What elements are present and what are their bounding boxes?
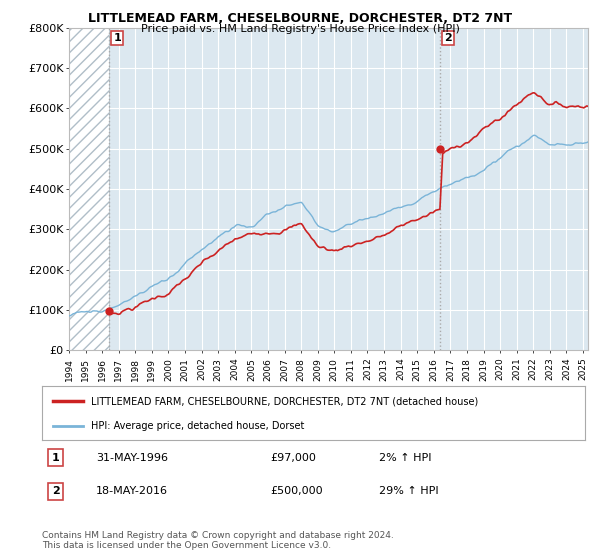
- Text: 2: 2: [52, 487, 59, 496]
- Text: £97,000: £97,000: [270, 453, 316, 463]
- Text: LITTLEMEAD FARM, CHESELBOURNE, DORCHESTER, DT2 7NT: LITTLEMEAD FARM, CHESELBOURNE, DORCHESTE…: [88, 12, 512, 25]
- Text: 18-MAY-2016: 18-MAY-2016: [97, 487, 168, 496]
- Text: 1: 1: [113, 33, 121, 43]
- Bar: [69, 28, 109, 350]
- Text: 1: 1: [52, 453, 59, 463]
- Text: 2% ↑ HPI: 2% ↑ HPI: [379, 453, 431, 463]
- Text: 29% ↑ HPI: 29% ↑ HPI: [379, 487, 438, 496]
- Text: LITTLEMEAD FARM, CHESELBOURNE, DORCHESTER, DT2 7NT (detached house): LITTLEMEAD FARM, CHESELBOURNE, DORCHESTE…: [91, 396, 478, 407]
- Text: £500,000: £500,000: [270, 487, 323, 496]
- Text: 31-MAY-1996: 31-MAY-1996: [97, 453, 168, 463]
- Text: HPI: Average price, detached house, Dorset: HPI: Average price, detached house, Dors…: [91, 421, 304, 431]
- Text: Contains HM Land Registry data © Crown copyright and database right 2024.
This d: Contains HM Land Registry data © Crown c…: [42, 531, 394, 550]
- Text: Price paid vs. HM Land Registry's House Price Index (HPI): Price paid vs. HM Land Registry's House …: [140, 24, 460, 34]
- Text: 2: 2: [444, 33, 452, 43]
